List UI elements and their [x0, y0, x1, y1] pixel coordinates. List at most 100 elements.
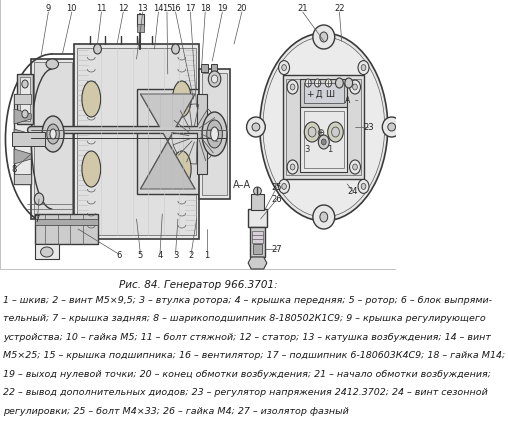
Text: 22: 22: [334, 3, 344, 12]
Bar: [19, 78, 30, 122]
Text: устройства; 10 – гайка М5; 11 – болт стяжной; 12 – статор; 13 – катушка возбужде: устройства; 10 – гайка М5; 11 – болт стя…: [3, 332, 491, 341]
Ellipse shape: [42, 117, 64, 153]
Ellipse shape: [41, 247, 53, 258]
Text: 22 – вывод дополнительных диодов; 23 – регулятор напряжения 2412.3702; 24 – винт: 22 – вывод дополнительных диодов; 23 – р…: [3, 387, 488, 396]
Ellipse shape: [287, 81, 298, 95]
Ellipse shape: [313, 206, 335, 230]
Ellipse shape: [383, 118, 401, 138]
Text: 1: 1: [328, 145, 333, 154]
Text: 18: 18: [200, 3, 210, 12]
Ellipse shape: [211, 76, 218, 84]
Ellipse shape: [93, 45, 102, 55]
Bar: [34, 63, 72, 216]
Ellipse shape: [308, 128, 316, 138]
Bar: [77, 49, 196, 236]
Text: 7: 7: [35, 215, 40, 224]
Text: 2: 2: [188, 250, 194, 259]
Ellipse shape: [208, 72, 221, 88]
Text: 17: 17: [185, 3, 196, 12]
Text: 4: 4: [157, 250, 163, 259]
Ellipse shape: [345, 79, 353, 89]
Text: А: А: [344, 95, 350, 104]
Ellipse shape: [211, 128, 218, 141]
Ellipse shape: [22, 111, 28, 119]
Ellipse shape: [322, 140, 326, 146]
Bar: [14, 95, 31, 184]
Ellipse shape: [290, 165, 295, 171]
Ellipse shape: [388, 124, 396, 132]
Bar: [35, 215, 98, 244]
Text: А–А: А–А: [233, 180, 251, 190]
Bar: [14, 95, 31, 105]
Polygon shape: [14, 130, 31, 144]
Text: М5×25; 15 – крышка подшипника; 16 – вентилятор; 17 – подшипник 6-180603К4С9; 18 : М5×25; 15 – крышка подшипника; 16 – вент…: [3, 351, 505, 359]
Bar: [74, 45, 199, 240]
Ellipse shape: [246, 118, 265, 138]
Text: 6: 6: [116, 250, 121, 259]
Text: 8: 8: [11, 165, 17, 174]
Text: 19 – выход нулевой точки; 20 – конец обмотки возбуждения; 21 – начало обмотки во: 19 – выход нулевой точки; 20 – конец обм…: [3, 369, 491, 378]
Text: 20: 20: [237, 3, 247, 12]
Ellipse shape: [314, 80, 321, 88]
Ellipse shape: [319, 136, 329, 150]
Bar: [248, 209, 267, 227]
Text: тельный; 7 – крышка задняя; 8 – шарикоподшипник 8-180502К1С9; 9 – крышка регулир: тельный; 7 – крышка задняя; 8 – шарикопо…: [3, 314, 486, 323]
Text: 16: 16: [170, 3, 181, 12]
Ellipse shape: [282, 184, 287, 190]
Ellipse shape: [361, 65, 366, 71]
Ellipse shape: [353, 165, 357, 171]
Ellipse shape: [332, 128, 339, 138]
Text: +: +: [306, 89, 313, 98]
Ellipse shape: [172, 82, 191, 118]
Text: Д: Д: [316, 89, 323, 98]
Polygon shape: [14, 150, 31, 165]
Ellipse shape: [278, 180, 290, 194]
Ellipse shape: [278, 61, 290, 75]
Bar: [14, 175, 31, 184]
Text: ⊕: ⊕: [316, 128, 325, 138]
Ellipse shape: [263, 38, 385, 218]
Text: 5: 5: [138, 250, 143, 259]
Bar: [35, 244, 58, 259]
Text: 1 – шкив; 2 – винт М5×9,5; 3 – втулка ротора; 4 – крышка передняя; 5 – ротор; 6 : 1 – шкив; 2 – винт М5×9,5; 3 – втулка ро…: [3, 295, 492, 304]
Ellipse shape: [287, 161, 298, 175]
Ellipse shape: [202, 113, 227, 157]
Bar: [137, 15, 144, 27]
Bar: [199, 70, 230, 200]
Polygon shape: [140, 95, 195, 141]
Ellipse shape: [22, 81, 28, 89]
Bar: [303, 84, 344, 104]
Ellipse shape: [50, 130, 56, 140]
Text: –: –: [355, 97, 358, 103]
Ellipse shape: [335, 79, 343, 89]
Bar: [137, 25, 144, 33]
Ellipse shape: [82, 152, 101, 187]
Text: 3: 3: [173, 250, 178, 259]
Bar: [249, 227, 265, 258]
Ellipse shape: [304, 123, 320, 143]
Ellipse shape: [320, 33, 328, 43]
Text: 23: 23: [363, 123, 373, 132]
Ellipse shape: [350, 81, 361, 95]
Text: Рис. 84. Генератор 966.3701:: Рис. 84. Генератор 966.3701:: [119, 280, 277, 289]
Bar: [303, 112, 344, 169]
Ellipse shape: [353, 85, 357, 91]
Ellipse shape: [350, 161, 361, 175]
Polygon shape: [248, 258, 267, 269]
Ellipse shape: [282, 65, 287, 71]
Bar: [211, 65, 217, 73]
Ellipse shape: [325, 80, 332, 88]
Bar: [300, 108, 347, 172]
Text: 26: 26: [272, 195, 282, 204]
Ellipse shape: [361, 184, 366, 190]
Ellipse shape: [305, 80, 311, 88]
Text: 14: 14: [153, 3, 164, 12]
Text: 13: 13: [138, 3, 148, 12]
Text: 11: 11: [96, 3, 107, 12]
Ellipse shape: [358, 180, 369, 194]
Text: 25: 25: [272, 183, 282, 192]
Ellipse shape: [290, 85, 295, 91]
Ellipse shape: [82, 82, 101, 118]
Text: 24: 24: [347, 187, 358, 196]
Text: 3: 3: [304, 145, 309, 154]
